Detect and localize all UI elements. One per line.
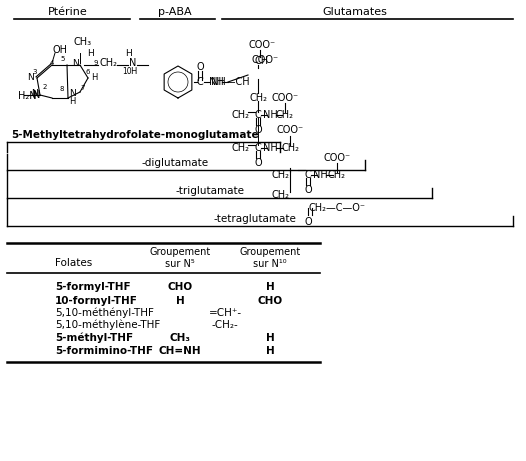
Text: H: H [266,333,275,343]
Text: NH: NH [262,143,277,153]
Text: Groupement
sur N⁵: Groupement sur N⁵ [149,247,210,269]
Text: -diglutamate: -diglutamate [141,158,209,168]
Text: O: O [196,62,204,72]
Text: CH₂: CH₂ [328,170,346,180]
Text: CH₂: CH₂ [276,110,294,120]
Text: COO⁻: COO⁻ [251,55,279,65]
Text: CH: CH [255,56,269,66]
Text: 5-Methyltetrahydrofolate-monoglutamate: 5-Methyltetrahydrofolate-monoglutamate [11,130,259,140]
Text: N: N [33,90,41,100]
Text: NH: NH [262,110,277,120]
Text: O: O [304,185,312,195]
Text: H: H [91,73,97,83]
Text: CH₂: CH₂ [249,93,267,103]
Text: O: O [254,125,262,135]
Text: COO⁻: COO⁻ [277,125,304,135]
Text: O: O [254,158,262,168]
Text: 9: 9 [94,60,98,66]
Text: H₂N: H₂N [18,91,37,101]
Text: H: H [266,346,275,356]
Text: 8: 8 [60,86,64,92]
Text: NH: NH [312,170,327,180]
Text: Ptérine: Ptérine [48,7,88,17]
Text: C: C [197,77,204,87]
Text: 5-méthyl-THF: 5-méthyl-THF [55,333,133,343]
Text: H: H [87,49,94,59]
Text: -CH₂-: -CH₂- [211,320,238,330]
Text: =CH⁺-: =CH⁺- [208,308,241,318]
Text: 5-formyl-THF: 5-formyl-THF [55,282,130,292]
Text: CH₂: CH₂ [281,143,299,153]
Text: H: H [69,97,75,106]
Text: Folates: Folates [55,258,92,268]
Text: O: O [304,217,312,227]
Text: NH—CH: NH—CH [211,77,249,87]
Text: H: H [176,296,185,306]
Text: 6: 6 [86,69,90,75]
Text: C: C [255,110,261,120]
Text: N: N [28,73,34,83]
Text: 7: 7 [81,85,85,91]
Text: CH₂: CH₂ [99,58,117,68]
Text: OH: OH [53,45,67,55]
Text: 2: 2 [43,84,47,90]
Text: 10: 10 [122,67,132,77]
Text: CH₃: CH₃ [74,37,92,47]
Text: COO⁻: COO⁻ [248,40,276,50]
Text: C: C [255,143,261,153]
Text: CH₂—C—O⁻: CH₂—C—O⁻ [309,203,366,213]
Text: CH₂: CH₂ [271,170,289,180]
Text: CHO: CHO [257,296,282,306]
Text: 10-formyl-THF: 10-formyl-THF [55,296,138,306]
Text: N: N [68,89,75,97]
Text: CH₂: CH₂ [271,190,289,200]
Text: CH=NH: CH=NH [159,346,201,356]
Text: 3: 3 [33,69,37,75]
Text: 4: 4 [50,60,54,66]
Text: COO⁻: COO⁻ [271,93,299,103]
Text: 5,10-méthylène-THF: 5,10-méthylène-THF [55,320,160,330]
Text: N: N [129,58,137,68]
Text: N: N [73,59,79,67]
Text: Groupement
sur N¹⁰: Groupement sur N¹⁰ [239,247,301,269]
Text: 5,10-méthényl-THF: 5,10-méthényl-THF [55,308,154,318]
Text: NH: NH [209,77,224,87]
Text: CH₂: CH₂ [231,110,249,120]
Text: H: H [130,67,136,77]
Text: H: H [125,49,132,59]
Text: COO⁻: COO⁻ [323,153,350,163]
Text: Glutamates: Glutamates [322,7,388,17]
Text: -triglutamate: -triglutamate [176,186,245,196]
Text: H: H [266,282,275,292]
Text: 5: 5 [61,56,65,62]
Text: C: C [305,170,311,180]
Text: CHO: CHO [167,282,193,292]
Text: N: N [32,89,38,97]
Text: -tetraglutamate: -tetraglutamate [214,214,297,224]
Text: p-ABA: p-ABA [158,7,192,17]
Text: 5-formimino-THF: 5-formimino-THF [55,346,153,356]
Text: CH₂: CH₂ [231,143,249,153]
Text: CH₃: CH₃ [169,333,190,343]
